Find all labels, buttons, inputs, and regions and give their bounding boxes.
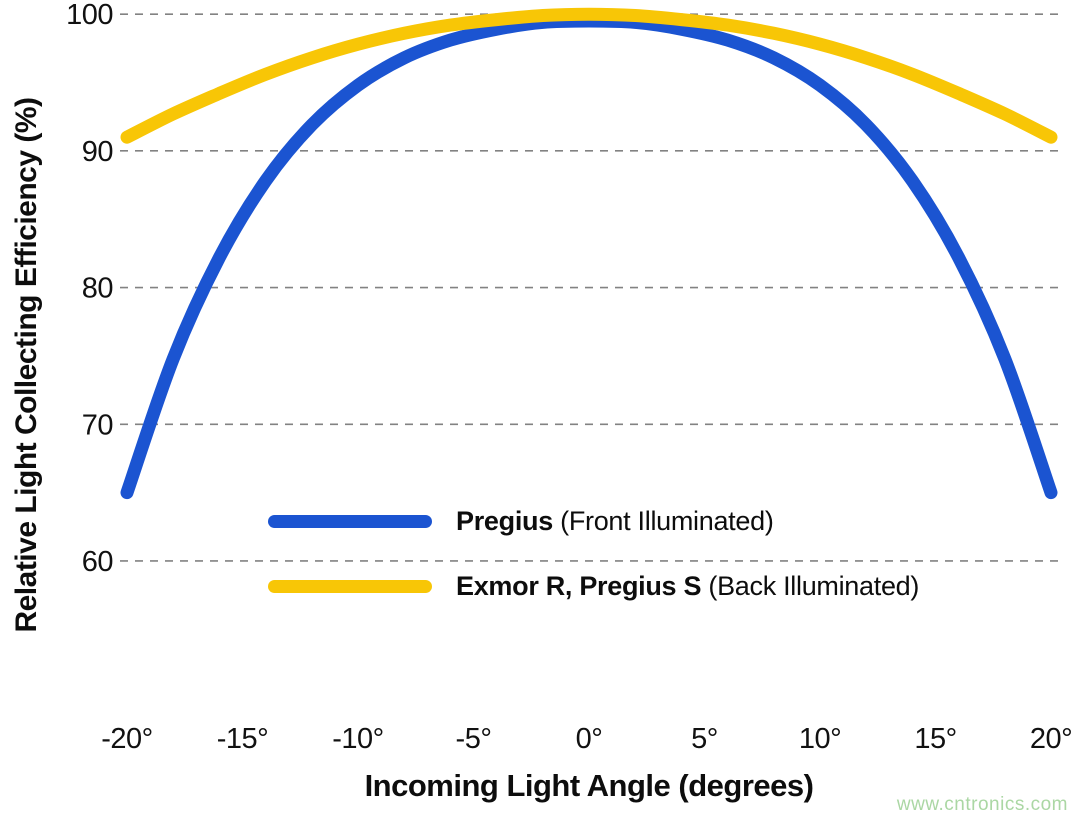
watermark: www.cntronics.com [896, 794, 1068, 815]
x-tick-label: -20° [101, 723, 153, 755]
x-tick-label: 0° [576, 723, 603, 755]
legend-label-pregius-bold: Pregius [456, 506, 553, 536]
legend-swatch-exmor [268, 580, 432, 593]
series-line-exmor-pregius-s-back-illuminated [120, 7, 1058, 144]
x-tick-label: -5° [456, 723, 492, 755]
x-tick-label: -15° [217, 723, 269, 755]
legend-label-pregius-rest: (Front Illuminated) [552, 506, 774, 536]
x-tick-label: 20° [1030, 723, 1072, 755]
y-tick-label: 80 [82, 273, 113, 305]
x-tick-label: 15° [914, 723, 956, 755]
legend-swatch-pregius [268, 515, 432, 528]
x-axis-title: Incoming Light Angle (degrees) [364, 768, 814, 803]
y-tick-label: 100 [66, 0, 113, 31]
y-tick-label: 70 [82, 409, 113, 441]
x-tick-label: 5° [691, 723, 718, 755]
y-tick-label: 60 [82, 546, 113, 578]
x-tick-label: 10° [799, 723, 841, 755]
legend: Pregius (Front Illuminated) Exmor R, Pre… [268, 506, 919, 602]
legend-item-pregius: Pregius (Front Illuminated) [268, 506, 919, 537]
legend-label-exmor-bold: Exmor R, Pregius S [456, 571, 702, 601]
x-tick-label: -10° [332, 723, 384, 755]
series-line-pregius-front-illuminated [120, 14, 1058, 500]
y-axis-title: Relative Light Collecting Efficiency (%) [10, 97, 43, 633]
legend-label-exmor: Exmor R, Pregius S (Back Illuminated) [456, 571, 919, 602]
legend-item-exmor: Exmor R, Pregius S (Back Illuminated) [268, 571, 919, 602]
y-tick-label: 90 [82, 136, 113, 168]
legend-label-exmor-rest: (Back Illuminated) [701, 571, 920, 601]
legend-label-pregius: Pregius (Front Illuminated) [456, 506, 774, 537]
